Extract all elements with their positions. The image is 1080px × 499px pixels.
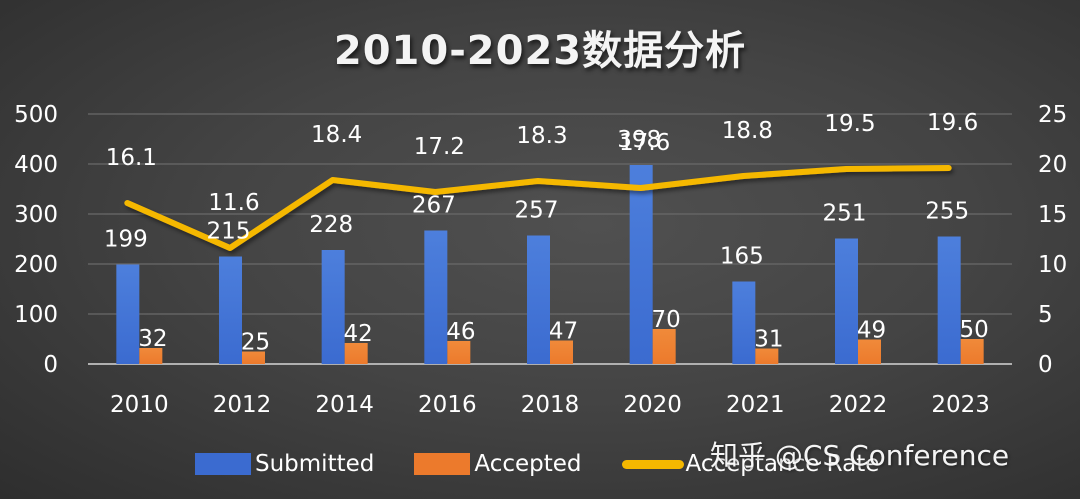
y2-tick-label: 10 (1038, 252, 1067, 278)
acceptance-rate-line[interactable] (124, 165, 952, 251)
data-label-submitted: 398 (617, 127, 661, 153)
data-label-submitted: 215 (207, 219, 251, 245)
submitted-swatch-icon (195, 453, 251, 475)
data-label-acceptance-rate: 18.3 (516, 123, 567, 149)
data-label-submitted: 165 (720, 244, 764, 270)
y-tick-label: 500 (14, 102, 58, 128)
y2-tick-label: 0 (1038, 352, 1053, 378)
y-tick-label: 200 (14, 252, 58, 278)
x-tick-label: 2022 (829, 392, 888, 418)
accepted-swatch-icon (414, 453, 471, 475)
acceptance-rate-line-icon (621, 459, 684, 469)
data-label-accepted: 42 (344, 321, 373, 347)
data-label-acceptance-rate: 17.2 (414, 134, 465, 160)
data-label-acceptance-rate: 19.5 (824, 111, 875, 137)
bar-submitted[interactable] (732, 281, 756, 365)
data-label-acceptance-rate: 11.6 (208, 190, 259, 216)
data-label-submitted: 228 (309, 212, 353, 238)
data-label-acceptance-rate: 18.8 (722, 118, 773, 144)
data-label-accepted: 32 (138, 326, 167, 352)
data-label-accepted: 49 (857, 318, 886, 344)
x-tick-label: 2014 (315, 392, 374, 418)
data-label-accepted: 46 (446, 319, 475, 345)
bar-submitted[interactable] (835, 238, 858, 365)
bar-submitted[interactable] (629, 165, 653, 364)
data-label-acceptance-rate: 19.6 (927, 110, 978, 136)
y-axis-right: 0 5 10 15 20 25 (1038, 102, 1067, 378)
bar-submitted[interactable] (424, 230, 448, 365)
y2-tick-label: 5 (1038, 302, 1053, 328)
bar-submitted[interactable] (527, 235, 550, 365)
bar-accepted[interactable] (755, 348, 779, 365)
y2-tick-label: 20 (1038, 152, 1067, 178)
bar-submitted[interactable] (321, 250, 345, 364)
y-tick-label: 300 (14, 202, 58, 228)
y2-tick-label: 25 (1038, 102, 1067, 128)
y-tick-label: 400 (14, 152, 58, 178)
bar-accepted[interactable] (960, 339, 984, 364)
y-tick-label: 0 (43, 352, 58, 378)
legend-label-submitted: Submitted (255, 451, 375, 477)
legend-label-acceptance-rate: Acceptance Rate (685, 451, 880, 477)
bar-accepted[interactable] (447, 341, 471, 364)
bar-series (116, 165, 984, 365)
y2-tick-label: 15 (1038, 202, 1067, 228)
bar-accepted[interactable] (652, 329, 676, 364)
bar-submitted[interactable] (937, 236, 961, 365)
bar-submitted[interactable] (219, 256, 242, 365)
data-label-acceptance-rate: 17.6 (619, 130, 670, 156)
legend-item-acceptance-rate[interactable]: Acceptance Rate (621, 451, 880, 477)
bar-accepted[interactable] (858, 339, 881, 365)
data-label-submitted: 267 (412, 193, 456, 219)
x-tick-label: 2023 (931, 392, 990, 418)
data-label-submitted: 199 (104, 227, 148, 253)
x-axis: 2010 2012 2014 2016 2018 2020 2021 2022 2023 (110, 392, 990, 418)
y-tick-label: 100 (14, 302, 58, 328)
data-label-submitted: 255 (925, 199, 969, 225)
legend: Submitted Accepted Acceptance Rate (195, 448, 919, 480)
x-tick-label: 2020 (623, 392, 682, 418)
chart-title: 2010-2023数据分析 (333, 28, 747, 74)
x-tick-label: 2016 (418, 392, 477, 418)
x-tick-label: 2021 (726, 392, 785, 418)
data-label-accepted: 50 (960, 317, 989, 343)
legend-label-accepted: Accepted (474, 451, 582, 477)
data-label-submitted: 257 (515, 198, 559, 224)
data-label-acceptance-rate: 16.1 (106, 145, 157, 171)
legend-item-submitted[interactable]: Submitted (195, 451, 374, 477)
bar-submitted[interactable] (116, 264, 140, 365)
watermark: 知乎 @CS Conference (710, 439, 1010, 472)
bar-accepted[interactable] (242, 351, 265, 365)
y-axis-left: 0 100 200 300 400 500 (14, 102, 58, 378)
data-label-accepted: 25 (241, 330, 270, 356)
data-label-accepted: 31 (754, 327, 783, 353)
line-series-acceptance-rate (124, 165, 952, 251)
x-tick-label: 2012 (213, 392, 272, 418)
x-tick-label: 2018 (521, 392, 580, 418)
bar-accepted[interactable] (344, 343, 368, 364)
bar-accepted[interactable] (550, 340, 573, 365)
bar-accepted[interactable] (139, 348, 163, 364)
data-label-submitted: 251 (823, 201, 867, 227)
legend-item-accepted[interactable]: Accepted (414, 451, 582, 477)
data-label-accepted: 47 (549, 319, 578, 345)
x-tick-label: 2010 (110, 392, 169, 418)
data-labels: 199 215 228 267 257 398 165 251 255 32 25 42 46 47 70 3… (104, 110, 989, 356)
data-label-accepted: 70 (652, 307, 681, 333)
data-label-acceptance-rate: 18.4 (311, 122, 362, 148)
